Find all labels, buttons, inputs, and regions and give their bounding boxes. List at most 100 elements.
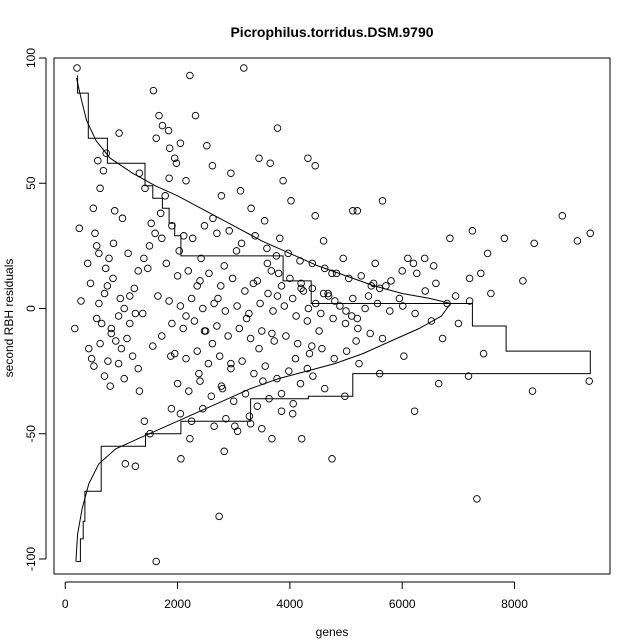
data-point <box>176 409 185 418</box>
data-point <box>135 387 144 395</box>
data-point <box>345 274 353 283</box>
data-point <box>399 302 407 310</box>
data-point <box>342 347 351 355</box>
data-point <box>240 64 248 72</box>
data-point <box>269 307 277 315</box>
x-axis: 0 2000 4000 6000 8000 <box>62 581 528 611</box>
data-point <box>297 434 306 443</box>
data-point <box>140 417 149 425</box>
data-point <box>291 354 300 363</box>
data-point <box>304 154 312 162</box>
data-point <box>228 274 237 283</box>
data-point <box>100 289 109 298</box>
data-point <box>364 292 373 300</box>
data-point <box>308 284 317 293</box>
data-point <box>277 282 286 290</box>
data-point <box>162 259 171 268</box>
data-point <box>92 242 101 250</box>
data-point <box>266 159 274 167</box>
data-point <box>487 289 495 298</box>
data-point <box>155 111 163 120</box>
data-point <box>227 364 235 373</box>
data-point <box>213 322 221 330</box>
y-tick-label: 100 <box>24 48 38 68</box>
data-point <box>235 324 244 333</box>
data-point <box>170 154 179 162</box>
data-point <box>263 259 272 268</box>
data-point <box>315 327 323 335</box>
data-point <box>324 289 332 298</box>
data-point <box>354 324 362 333</box>
data-point <box>102 149 110 157</box>
data-point <box>147 219 155 228</box>
plot-marks <box>71 64 595 566</box>
data-point <box>218 384 227 393</box>
data-point <box>404 254 412 263</box>
data-point <box>311 161 319 170</box>
data-point <box>191 111 200 120</box>
data-point <box>184 267 192 275</box>
data-point <box>328 455 336 463</box>
data-point <box>328 269 336 278</box>
data-point <box>309 372 317 380</box>
data-point <box>286 274 294 283</box>
data-point <box>273 124 282 132</box>
data-point <box>100 372 109 380</box>
data-point <box>158 121 167 130</box>
data-point <box>221 307 230 315</box>
data-point <box>200 222 209 230</box>
data-point <box>205 269 213 278</box>
data-point <box>258 424 266 433</box>
data-point <box>110 207 119 215</box>
data-point <box>242 314 251 323</box>
data-point <box>260 217 269 225</box>
data-point <box>172 159 181 167</box>
data-point <box>118 214 127 223</box>
data-point <box>246 334 255 343</box>
data-point <box>107 329 116 338</box>
data-point <box>145 242 154 250</box>
data-point <box>311 212 319 220</box>
data-point <box>210 299 218 308</box>
data-point <box>120 374 128 383</box>
data-point <box>277 407 286 415</box>
data-point <box>320 384 329 393</box>
data-point <box>203 141 211 150</box>
data-point <box>259 377 267 385</box>
data-point <box>258 327 266 335</box>
data-point <box>468 227 477 235</box>
data-point <box>479 349 488 358</box>
data-point <box>256 299 264 308</box>
data-point <box>473 495 481 503</box>
data-point <box>245 412 254 420</box>
data-point <box>165 297 173 305</box>
data-point <box>227 359 235 368</box>
data-point <box>280 302 289 310</box>
data-point <box>220 447 228 456</box>
data-point <box>483 249 492 258</box>
data-point <box>241 287 249 295</box>
data-point <box>311 299 320 308</box>
data-point <box>227 169 235 177</box>
data-point <box>109 274 117 283</box>
data-point <box>319 237 328 245</box>
data-point <box>176 139 185 147</box>
data-point <box>149 342 157 350</box>
data-point <box>304 304 313 313</box>
data-point <box>263 244 271 253</box>
data-point <box>288 294 297 303</box>
x-tick-label: 0 <box>62 597 69 611</box>
data-point <box>107 324 116 333</box>
data-point <box>451 292 460 300</box>
data-point <box>199 304 207 313</box>
data-point <box>177 455 185 463</box>
data-point <box>349 207 357 215</box>
data-point <box>131 309 140 318</box>
data-point <box>500 234 509 243</box>
data-point <box>330 354 338 363</box>
data-point <box>331 297 339 305</box>
data-point <box>443 299 451 308</box>
data-point <box>197 254 205 263</box>
data-point <box>305 349 314 358</box>
data-point <box>341 392 349 400</box>
